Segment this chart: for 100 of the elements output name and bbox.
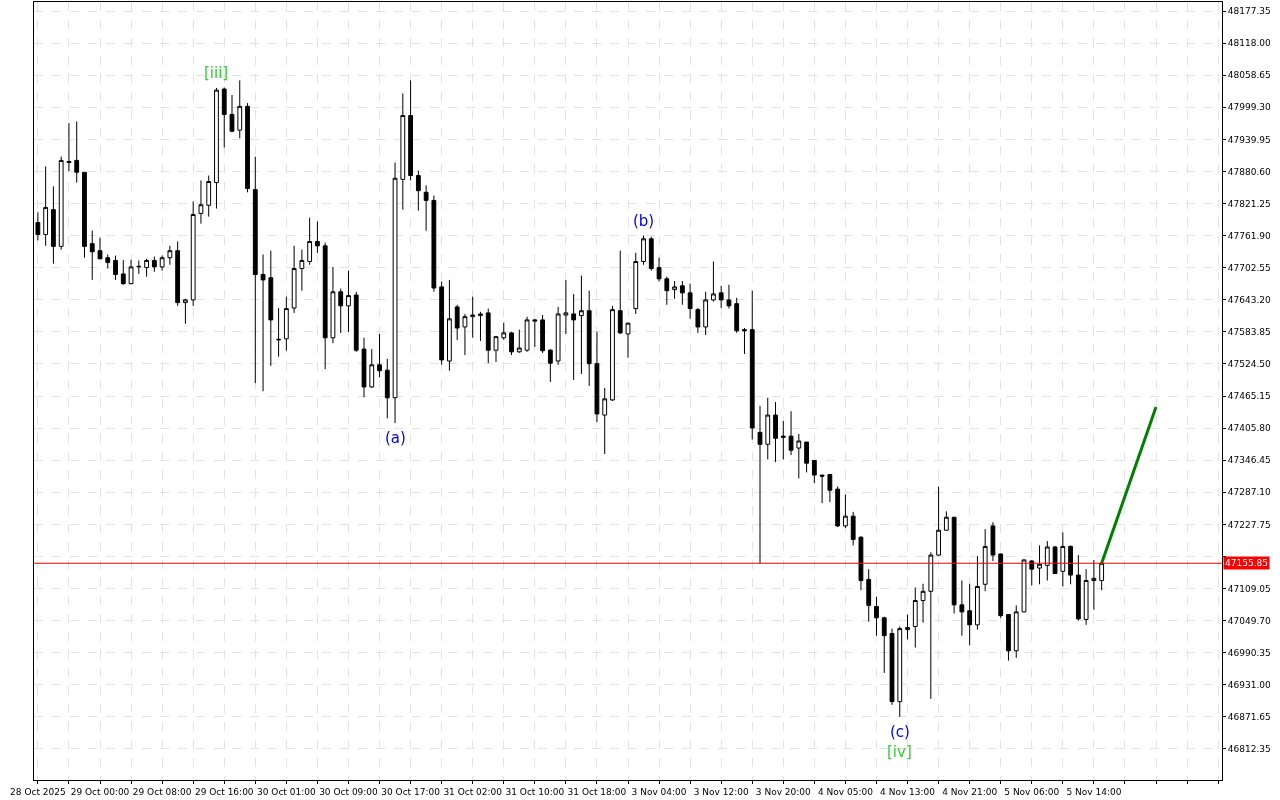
candlestick bbox=[346, 270, 351, 333]
candlestick bbox=[516, 329, 522, 353]
candlestick bbox=[454, 304, 460, 341]
candlestick bbox=[633, 252, 639, 315]
x-tick-label: 4 Nov 13:00 bbox=[880, 786, 936, 797]
candlestick bbox=[897, 625, 903, 718]
candlestick bbox=[990, 521, 996, 562]
x-tick-label: 31 Oct 18:00 bbox=[567, 786, 627, 797]
candlestick bbox=[936, 485, 941, 557]
candlestick bbox=[377, 333, 382, 378]
candlestick bbox=[221, 86, 227, 148]
candlestick bbox=[113, 255, 118, 281]
candlestick bbox=[245, 102, 250, 193]
x-tick-label: 30 Oct 01:00 bbox=[257, 786, 316, 797]
y-tick-label: 47287.10 bbox=[1227, 487, 1272, 498]
x-tick-label: 29 Oct 00:00 bbox=[70, 786, 130, 797]
candlestick bbox=[757, 405, 763, 565]
candlestick bbox=[439, 281, 445, 366]
candlestick bbox=[920, 583, 926, 624]
candlestick bbox=[664, 276, 670, 306]
candlestick bbox=[1068, 544, 1073, 585]
candlestick bbox=[765, 397, 771, 460]
candlestick bbox=[672, 280, 677, 300]
y-tick-label: 47583.85 bbox=[1227, 327, 1271, 338]
y-tick-label: 47880.60 bbox=[1227, 166, 1272, 177]
candlestick bbox=[625, 322, 631, 359]
candlestick bbox=[415, 170, 421, 212]
candlestick bbox=[641, 235, 646, 266]
candlestick bbox=[734, 297, 740, 334]
candlestick bbox=[742, 327, 747, 355]
candlestick bbox=[563, 279, 569, 335]
y-tick-label: 47227.75 bbox=[1227, 519, 1271, 530]
annotation: (c) bbox=[890, 723, 910, 741]
candlestick bbox=[998, 552, 1004, 619]
x-tick-label: 30 Oct 09:00 bbox=[319, 786, 379, 797]
y-tick-label: 47109.05 bbox=[1227, 583, 1271, 594]
candlestick bbox=[470, 296, 476, 339]
y-tick-label: 47702.55 bbox=[1227, 262, 1271, 273]
annotation: (a) bbox=[385, 429, 406, 447]
x-tick-label: 3 Nov 04:00 bbox=[631, 786, 687, 797]
ref-line-label: 47155.85 bbox=[1225, 558, 1268, 568]
candlestick bbox=[679, 280, 685, 306]
candlestick bbox=[307, 217, 313, 266]
candlestick bbox=[711, 261, 716, 303]
candlestick bbox=[82, 171, 87, 259]
candlestick bbox=[74, 120, 80, 184]
candlestick bbox=[889, 628, 895, 706]
candlestick bbox=[478, 311, 483, 342]
y-tick-label: 48058.65 bbox=[1227, 70, 1271, 81]
candlestick bbox=[850, 511, 856, 546]
candlestick bbox=[392, 162, 398, 424]
candlestick bbox=[703, 291, 709, 336]
candlestick bbox=[967, 583, 973, 646]
x-tick-label: 3 Nov 20:00 bbox=[755, 786, 812, 797]
candlestick bbox=[291, 245, 297, 314]
candlestick bbox=[322, 242, 328, 370]
candlestick bbox=[1099, 562, 1105, 591]
candlestick bbox=[1013, 604, 1019, 659]
y-tick-label: 48118.00 bbox=[1227, 38, 1272, 49]
candlestick bbox=[283, 296, 289, 352]
candlestick bbox=[982, 528, 988, 592]
candlestick bbox=[594, 331, 600, 423]
x-tick-label: 4 Nov 21:00 bbox=[942, 786, 998, 797]
candlestick bbox=[905, 614, 910, 640]
candlestick bbox=[602, 387, 608, 455]
candlestick bbox=[780, 420, 786, 460]
y-tick-label: 47761.90 bbox=[1227, 230, 1272, 241]
candlestick bbox=[144, 258, 149, 278]
candlestick bbox=[540, 314, 545, 354]
candlestick bbox=[610, 305, 615, 402]
candlestick bbox=[338, 288, 344, 334]
candlestick bbox=[97, 237, 103, 260]
candlestick bbox=[400, 92, 406, 211]
candlestick bbox=[656, 257, 662, 283]
candlestick bbox=[431, 195, 437, 293]
candlestick bbox=[447, 279, 452, 372]
candlestick bbox=[951, 516, 957, 614]
candlestick bbox=[749, 290, 755, 440]
candlestick bbox=[1021, 558, 1027, 613]
y-tick-label: 47524.50 bbox=[1227, 359, 1272, 370]
candlestick bbox=[858, 535, 864, 591]
x-tick-label: 5 Nov 06:00 bbox=[1004, 786, 1060, 797]
y-tick-label: 46990.35 bbox=[1227, 647, 1271, 658]
candlestick bbox=[1029, 559, 1035, 586]
y-tick-label: 47821.25 bbox=[1227, 198, 1271, 209]
annotation: [iv] bbox=[887, 743, 912, 761]
candlestick bbox=[353, 291, 359, 353]
candlestick bbox=[912, 587, 918, 649]
y-tick-label: 47999.30 bbox=[1227, 102, 1272, 113]
y-tick-label: 47346.45 bbox=[1227, 455, 1271, 466]
candlestick bbox=[804, 441, 809, 473]
candlestick bbox=[881, 616, 887, 674]
candlestick bbox=[151, 256, 157, 273]
x-tick-label: 3 Nov 12:00 bbox=[693, 786, 749, 797]
candlestick bbox=[843, 494, 848, 529]
candlestick bbox=[120, 259, 126, 286]
candlestick bbox=[811, 459, 817, 484]
candlestick bbox=[501, 322, 507, 341]
candlestick bbox=[268, 250, 274, 367]
candlestick bbox=[485, 308, 491, 364]
